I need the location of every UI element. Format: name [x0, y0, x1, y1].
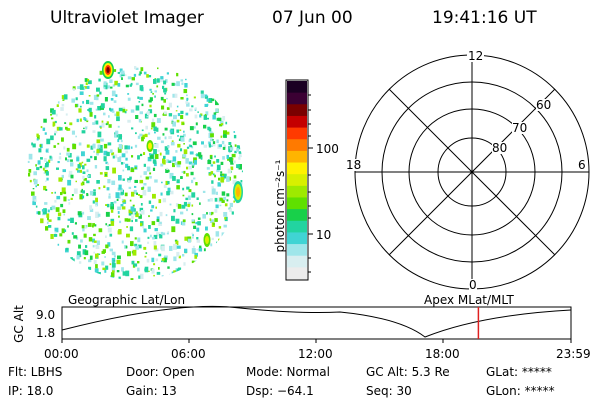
instrument-title: Ultraviolet Imager	[50, 8, 204, 28]
lat-label-70: 70	[512, 121, 528, 135]
colorbar-segment	[287, 150, 307, 164]
colorbar-segment	[287, 185, 307, 199]
mlt-label-0: 0	[469, 278, 477, 292]
timeline-xtick-2359: 23:59	[556, 347, 591, 361]
colorbar-segment	[287, 244, 307, 257]
colorbar-segment	[287, 209, 307, 222]
timeline-left-title: Geographic Lat/Lon	[68, 293, 186, 307]
bright-spots	[102, 61, 243, 247]
timeline-frame	[61, 306, 572, 340]
polar-grid	[354, 54, 590, 290]
colorbar-segment	[287, 197, 307, 210]
info-gain: Gain: 13	[126, 384, 177, 398]
info-gc-alt: GC Alt: 5.3 Re	[366, 365, 450, 379]
lat-label-60: 60	[536, 98, 552, 112]
polar-diagonal-2	[388, 88, 556, 256]
colorbar-segment	[287, 81, 307, 94]
info-dsp: Dsp: −64.1	[246, 384, 314, 398]
colorbar-segment	[287, 92, 307, 105]
colorbar-segment	[287, 115, 307, 129]
colorbar-segment	[287, 104, 307, 117]
mlt-label-6: 6	[578, 158, 586, 172]
info-ip: IP: 18.0	[8, 384, 54, 398]
image-speckles	[27, 66, 243, 280]
colorbar-unit-label: photon cm⁻²s⁻¹	[273, 159, 287, 253]
colorbar-segment	[287, 267, 307, 280]
time-label: 19:41:16 UT	[432, 8, 537, 28]
info-glon: GLon: *****	[486, 384, 555, 398]
altitude-curve	[61, 305, 572, 338]
timeline-panel	[61, 305, 572, 343]
colorbar-segment	[287, 174, 307, 187]
info-seq: Seq: 30	[366, 384, 412, 398]
colorbar-segment	[287, 162, 307, 175]
timeline-xtick-0600: 06:00	[171, 347, 206, 361]
colorbar-segment	[287, 139, 307, 152]
info-mode: Mode: Normal	[246, 365, 330, 379]
colorbar-segment	[287, 255, 307, 268]
colorbar-segment	[287, 127, 307, 140]
mlt-label-12: 12	[467, 49, 485, 63]
auroral-image	[27, 61, 243, 280]
colorbar-segment	[287, 232, 307, 245]
lat-label-80: 80	[492, 141, 508, 155]
colorbar-segment	[287, 220, 307, 234]
date-label: 07 Jun 00	[272, 8, 353, 28]
timeline-xtick-1800: 18:00	[425, 347, 460, 361]
image-disc	[27, 64, 243, 280]
timeline-y-axis-label: GC Alt	[12, 305, 26, 343]
timeline-ytick-low: 1.8	[36, 326, 56, 340]
colorbar-tick-10: 10	[316, 228, 332, 242]
timeline-right-title: Apex MLat/MLT	[424, 293, 514, 307]
colorbar-tick-100: 100	[316, 142, 339, 156]
mlt-label-18: 18	[346, 158, 362, 172]
colorbar	[285, 79, 313, 281]
timeline-xtick-0000: 00:00	[44, 347, 79, 361]
info-door: Door: Open	[126, 365, 195, 379]
info-glat: GLat: *****	[486, 365, 552, 379]
timeline-ytick-high: 9.0	[36, 308, 56, 322]
info-filter: Flt: LBHS	[8, 365, 63, 379]
timeline-xtick-1200: 12:00	[298, 347, 333, 361]
